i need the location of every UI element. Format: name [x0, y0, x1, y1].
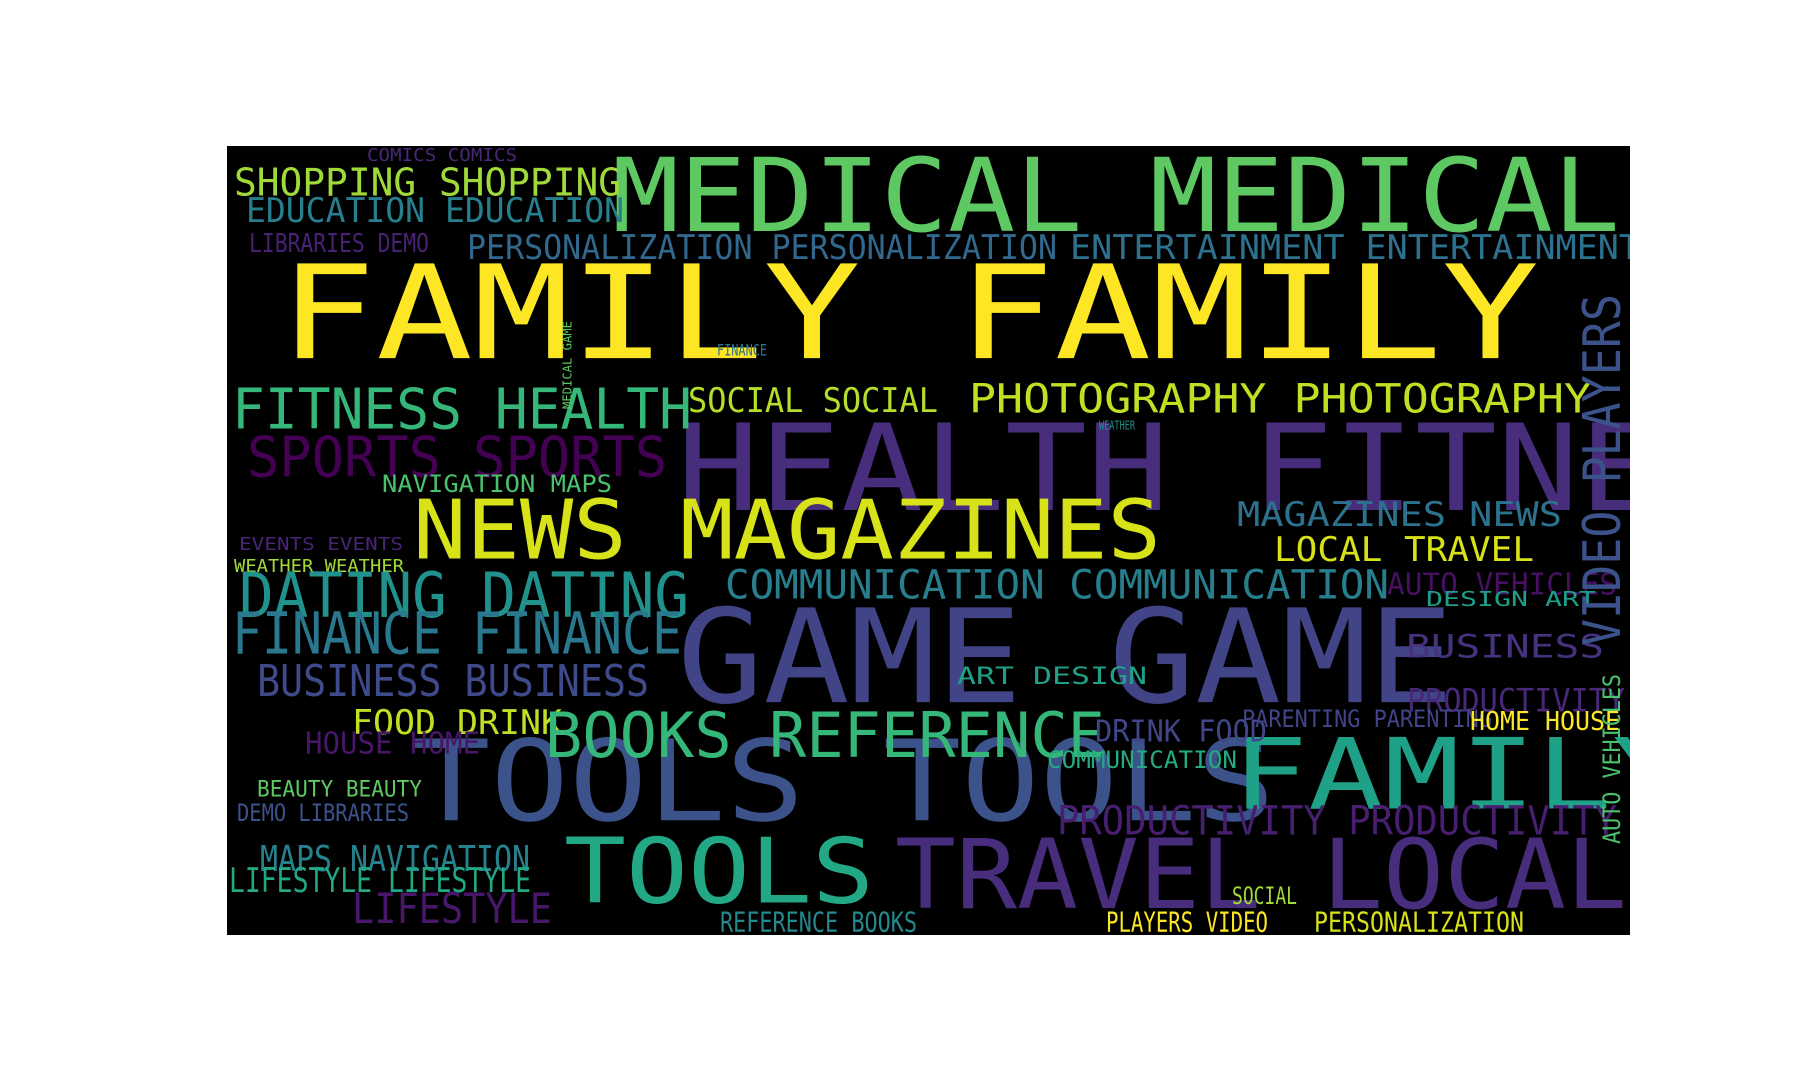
word: DATING DATING	[239, 560, 689, 633]
word: HEALTH FITNESS	[677, 399, 1630, 540]
word: FAMILY FAMILY	[279, 238, 1539, 390]
word: TRAVEL LOCAL	[895, 819, 1627, 932]
word: DEMO LIBRARIES	[237, 798, 409, 827]
word: FITNESS HEALTH	[232, 377, 692, 443]
word: SOCIAL SOCIAL	[688, 380, 938, 421]
word: NAVIGATION MAPS	[382, 469, 612, 498]
word: WEATHER	[1099, 418, 1135, 433]
word: TOOLS	[564, 819, 874, 925]
word: FINANCE FINANCE	[232, 600, 682, 668]
word: BUSINESS BUSINESS	[257, 655, 649, 707]
word: FOOD DRINK	[352, 702, 562, 743]
word: MEDICAL MEDICAL	[612, 146, 1620, 256]
word: SPORTS SPORTS	[247, 425, 667, 491]
word: PERSONALIZATION PERSONALIZATION	[467, 227, 1057, 268]
word: PERSONALIZATION	[1314, 905, 1524, 935]
word: FINANCE	[717, 341, 767, 361]
word: PRODUCTIVITY PRODUCTIVITY	[1057, 798, 1617, 846]
word: COMMUNICATION	[1047, 745, 1237, 774]
word: DESIGN ART	[1426, 588, 1596, 612]
word: AUTO VEHICLES	[1387, 567, 1617, 603]
word: TOOLS TOOLS	[412, 716, 1275, 847]
word: PHOTOGRAPHY PHOTOGRAPHY	[969, 376, 1591, 424]
word: LIBRARIES DEMO	[249, 228, 429, 259]
word: SOCIAL	[1232, 881, 1297, 910]
word: GAME GAME	[677, 582, 1454, 734]
word: DRINK FOOD	[1095, 714, 1267, 750]
word: EVENTS EVENTS	[239, 533, 403, 555]
word: ART DESIGN	[957, 661, 1147, 690]
word: MEDICAL GAME	[560, 321, 575, 409]
word: VIDEO PLAYERS	[1571, 294, 1630, 646]
word: COMMUNICATION COMMUNICATION	[725, 562, 1389, 610]
word: ENTERTAINMENT ENTERTAINMENT	[1070, 227, 1630, 268]
word: BOOKS REFERENCE	[545, 700, 1105, 773]
word-cloud: FAMILY FAMILY MEDICAL MEDICAL HEALTH FIT…	[227, 146, 1630, 935]
word: EDUCATION EDUCATION	[246, 190, 624, 231]
word: PLAYERS VIDEO	[1106, 905, 1268, 935]
word: HOUSE HOME	[305, 726, 480, 762]
word: WEATHER WEATHER	[234, 555, 404, 577]
word: LOCAL TRAVEL	[1274, 529, 1534, 570]
word: FAMILY	[1232, 717, 1630, 832]
word: BEAUTY BEAUTY	[257, 776, 422, 803]
word: LIFESTYLE LIFESTYLE	[229, 860, 531, 901]
word: NEWS MAGAZINES	[413, 483, 1161, 579]
word: PARENTING PARENTING	[1242, 704, 1492, 733]
word: SHOPPING SHOPPING	[234, 160, 621, 205]
word: COMICS COMICS	[367, 146, 517, 166]
word: PRODUCTIVITY	[1407, 682, 1625, 720]
word: BUSINESS	[1406, 628, 1604, 666]
word: REFERENCE BOOKS	[720, 905, 917, 935]
word: LIFESTYLE	[352, 883, 552, 934]
word: MAGAZINES NEWS	[1237, 494, 1562, 535]
word: MAPS NAVIGATION	[260, 838, 530, 881]
word: AUTO VEHICLES	[1597, 674, 1626, 844]
word: HOME HOUSE	[1470, 706, 1620, 737]
